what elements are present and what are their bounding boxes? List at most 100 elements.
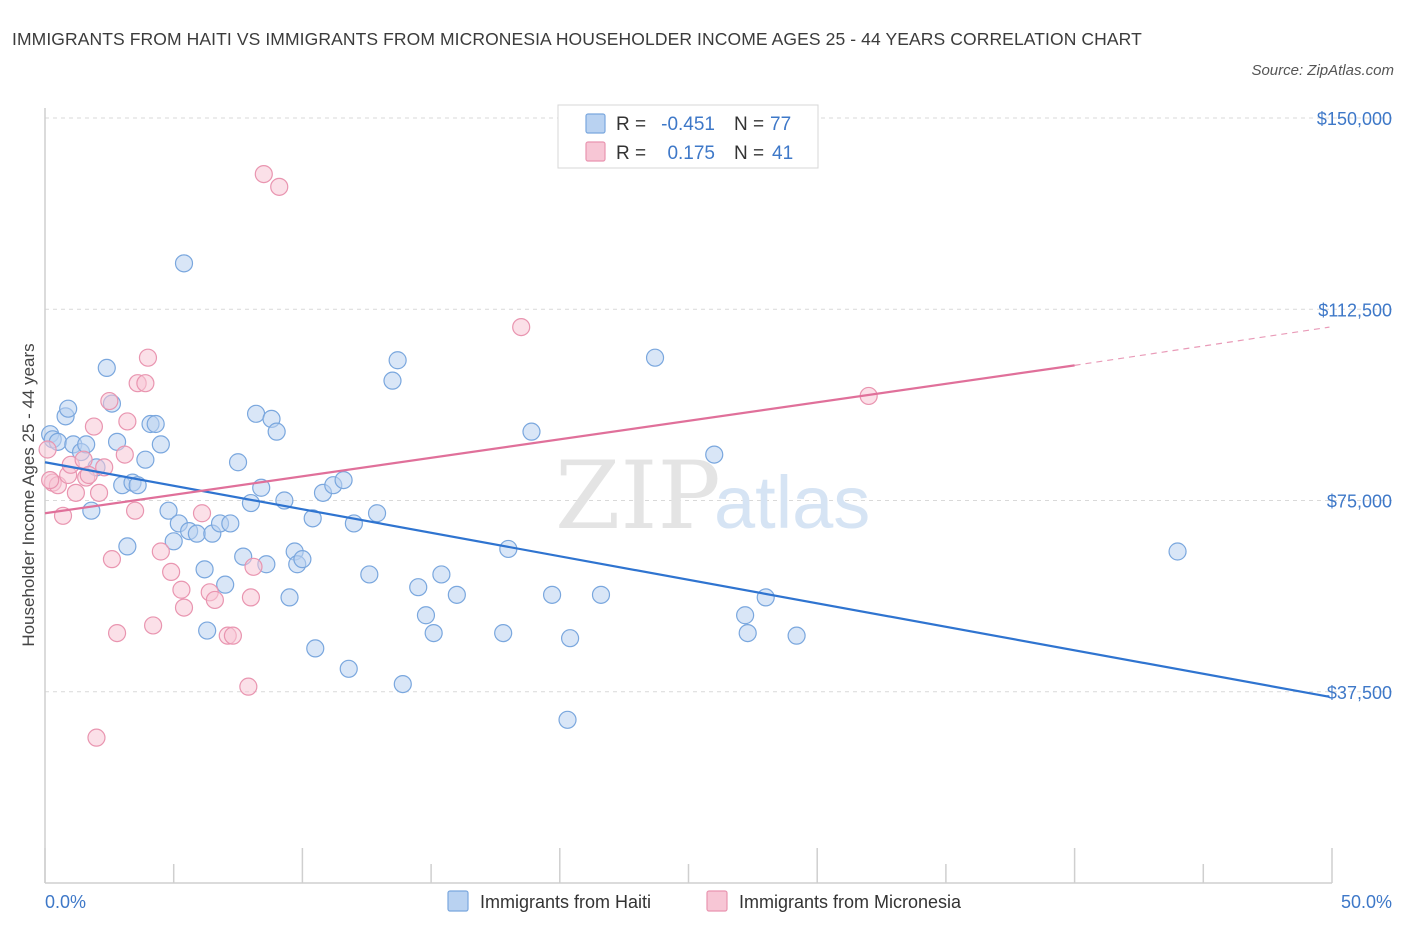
haiti-point-57 [393, 674, 412, 694]
legend-swatch-haiti [585, 113, 606, 134]
micronesia-point-11 [87, 728, 106, 747]
micronesia-point-30 [205, 590, 224, 610]
haiti-point-42 [280, 588, 299, 607]
legend-n-value-haiti: 77 [770, 114, 791, 135]
haiti-point-72 [736, 606, 755, 625]
haiti-point-10 [97, 358, 116, 377]
haiti-point-28 [198, 621, 217, 640]
micronesia-point-35 [244, 557, 263, 576]
x-tick-label-max: 50.0% [1341, 892, 1392, 912]
haiti-point-22 [164, 532, 183, 551]
bottom-legend-label-haiti: Immigrants from Haiti [480, 892, 651, 912]
legend-r-value-haiti: -0.451 [661, 114, 715, 135]
legend-n-value-micronesia: 41 [772, 143, 793, 164]
haiti-point-17 [136, 450, 155, 469]
correlation-legend: R = -0.451 N = 77 R = 0.175 N = 41 [557, 104, 819, 169]
watermark-atlas: atlas [714, 461, 870, 544]
micronesia-point-37 [270, 177, 289, 196]
micronesia-point-32 [223, 626, 243, 645]
haiti-point-19 [146, 414, 165, 434]
series-micronesia-points [38, 165, 878, 747]
legend-r-label-haiti: R = [616, 114, 646, 135]
haiti-point-59 [416, 606, 436, 625]
legend-n-label-micronesia: N = [734, 143, 764, 164]
haiti-point-65 [522, 422, 541, 441]
y-tick-label-112500: $112,500 [1318, 300, 1392, 320]
haiti-point-66 [542, 585, 562, 604]
micronesia-point-12 [89, 483, 109, 502]
micronesia-point-18 [118, 412, 137, 431]
trend-line-micronesia-extension [1074, 326, 1330, 366]
haiti-point-40 [267, 422, 286, 441]
haiti-point-56 [388, 351, 407, 370]
haiti-point-26 [187, 524, 206, 543]
haiti-point-73 [738, 623, 757, 643]
haiti-point-4 [59, 399, 78, 418]
series-legend: Immigrants from Haiti Immigrants from Mi… [447, 890, 962, 912]
haiti-point-47 [306, 639, 325, 658]
haiti-point-69 [591, 585, 611, 604]
haiti-point-33 [228, 453, 248, 472]
bottom-legend-swatch-haiti [447, 890, 469, 912]
haiti-point-7 [77, 435, 96, 454]
haiti-point-35 [241, 493, 261, 513]
y-tick-label-37500: $37,500 [1327, 683, 1392, 703]
chart-title: IMMIGRANTS FROM HAITI VS IMMIGRANTS FROM… [12, 29, 1142, 49]
micronesia-point-38 [512, 318, 531, 337]
haiti-point-62 [447, 585, 466, 604]
haiti-point-74 [756, 588, 775, 607]
micronesia-point-17 [115, 445, 134, 464]
trend-lines [44, 326, 1330, 698]
micronesia-point-10 [84, 417, 104, 436]
haiti-point-36 [246, 404, 266, 423]
haiti-point-54 [367, 504, 387, 523]
micronesia-point-21 [136, 374, 155, 393]
haiti-point-60 [424, 623, 443, 643]
haiti-point-68 [560, 629, 580, 648]
micronesia-point-15 [102, 550, 122, 569]
micronesia-point-33 [239, 677, 258, 696]
haiti-point-58 [409, 578, 428, 597]
micronesia-point-14 [100, 391, 119, 411]
y-tick-label-150000: $150,000 [1317, 109, 1392, 129]
x-tick-label-min: 0.0% [45, 892, 86, 912]
micronesia-point-36 [254, 165, 273, 184]
haiti-point-63 [494, 623, 513, 643]
series-haiti-points [41, 254, 1187, 729]
haiti-point-70 [645, 348, 665, 367]
haiti-point-27 [195, 560, 214, 579]
micronesia-point-34 [241, 588, 261, 607]
haiti-point-53 [360, 565, 379, 584]
micronesia-point-24 [151, 542, 170, 561]
micronesia-point-22 [138, 348, 158, 367]
haiti-point-51 [339, 659, 358, 678]
haiti-point-55 [383, 371, 402, 390]
haiti-point-32 [221, 514, 240, 533]
micronesia-point-40 [41, 471, 60, 490]
legend-swatch-micronesia [585, 141, 606, 162]
micronesia-point-28 [192, 504, 212, 523]
haiti-point-61 [432, 565, 451, 584]
micronesia-point-0 [38, 440, 57, 459]
micronesia-point-23 [144, 616, 163, 635]
bottom-legend-label-micronesia: Immigrants from Micronesia [739, 892, 962, 912]
watermark-zip: ZIP [555, 442, 721, 551]
micronesia-point-26 [172, 580, 191, 599]
y-axis-label: Householder Income Ages 25 - 44 years [19, 343, 38, 646]
micronesia-point-19 [125, 501, 145, 520]
haiti-point-71 [705, 445, 724, 464]
micronesia-point-25 [162, 562, 181, 582]
haiti-point-46 [303, 509, 322, 528]
micronesia-point-6 [66, 483, 85, 502]
haiti-point-21 [159, 501, 178, 520]
micronesia-point-16 [107, 623, 127, 643]
haiti-point-31 [216, 575, 235, 594]
trend-line-micronesia [44, 364, 1075, 515]
legend-r-label-micronesia: R = [616, 143, 646, 164]
haiti-point-14 [118, 537, 137, 556]
bottom-legend-swatch-micronesia [706, 890, 728, 912]
micronesia-point-27 [174, 598, 194, 617]
x-axis-ticks [44, 848, 1333, 883]
haiti-point-75 [787, 626, 806, 645]
